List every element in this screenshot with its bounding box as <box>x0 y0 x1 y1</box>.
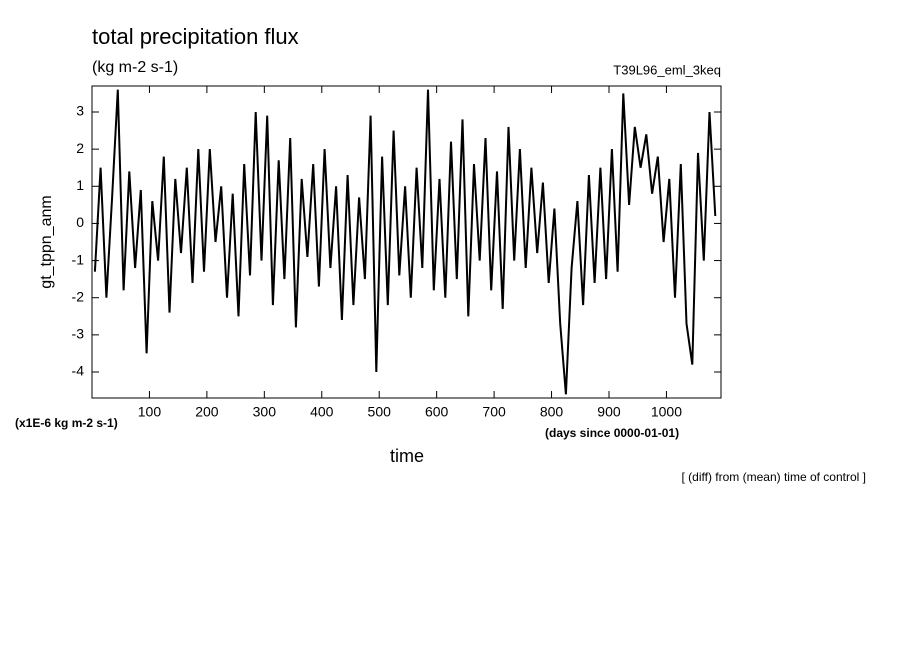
x-tick-label: 100 <box>138 404 162 420</box>
x-tick-label: 700 <box>482 404 506 420</box>
y-tick-label: 2 <box>76 140 84 156</box>
y-tick-label: 3 <box>76 103 84 119</box>
y-axis-label: gt_tppn_anm <box>38 195 55 288</box>
x-tick-label: 500 <box>368 404 392 420</box>
y-tick-label: -4 <box>72 363 85 379</box>
x-axis-label: time <box>390 446 424 466</box>
y-tick-label: -3 <box>72 326 85 342</box>
x-tick-label: 1000 <box>651 404 682 420</box>
x-tick-label: 600 <box>425 404 449 420</box>
annotation: T39L96_eml_3keq <box>613 62 721 77</box>
data-line <box>93 89 717 395</box>
y-unit: (x1E-6 kg m-2 s-1) <box>15 416 118 430</box>
x-unit: (days since 0000-01-01) <box>545 426 679 440</box>
subtitle: (kg m-2 s-1) <box>92 59 178 76</box>
plot-frame <box>91 85 722 399</box>
x-tick-label: 200 <box>195 404 219 420</box>
x-tick-label: 400 <box>310 404 334 420</box>
x-tick-label: 800 <box>540 404 564 420</box>
x-tick-label: 900 <box>597 404 621 420</box>
y-tick-label: -2 <box>72 288 85 304</box>
y-tick-label: -1 <box>72 251 85 267</box>
footnote: [ (diff) from (mean) time of control ] <box>682 470 867 484</box>
y-tick-label: 0 <box>76 214 84 230</box>
y-tick-label: 1 <box>76 177 84 193</box>
chart-title: total precipitation flux <box>92 24 299 49</box>
x-tick-label: 300 <box>253 404 277 420</box>
